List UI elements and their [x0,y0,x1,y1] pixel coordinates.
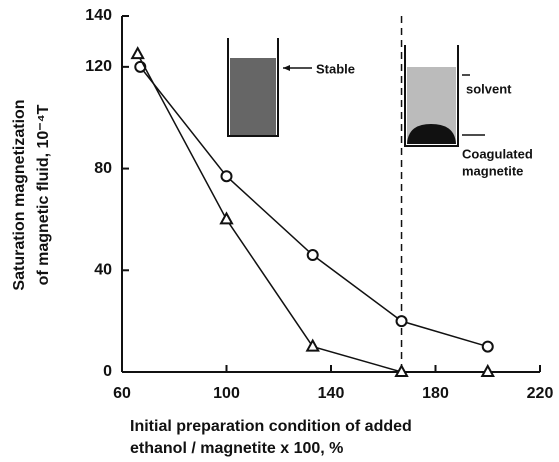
x-tick-label: 180 [422,385,449,402]
point [305,338,320,352]
sediment [407,124,456,144]
y-tick-label: 120 [85,58,112,75]
point [394,363,409,377]
point [219,211,234,225]
point [481,340,494,353]
x-axis-label: ethanol / magnetite x 100, % [130,440,343,457]
inset-stable: Stable [227,38,355,137]
x-tick-label: 140 [318,385,345,402]
point [220,170,233,183]
arrow-head [283,65,290,71]
annotation: Coagulated [462,146,533,161]
point [130,46,145,60]
y-tick-label: 80 [94,160,112,177]
x-tick-label: 60 [113,385,131,402]
inset-coagulated: solvent Coagulated magnetite [404,45,533,178]
x-tick-label: 100 [213,385,240,402]
beaker [227,38,279,137]
y-tick-label: 0 [103,363,112,380]
beaker [404,45,459,147]
x-axis-label: Initial preparation condition of added [130,418,412,435]
point [306,249,319,262]
annotation: magnetite [462,163,523,178]
point [480,363,495,377]
fluid [230,58,276,135]
annotation: Stable [316,61,355,76]
y-tick-label: 40 [94,262,112,279]
y-axis-label: Saturation magnetization [11,99,28,290]
annotation: solvent [466,81,512,96]
y-axis-label: of magnetic fluid, 10⁻⁴T [35,104,52,285]
point [395,315,408,328]
y-tick-label: 140 [85,7,112,24]
x-tick-label: 220 [527,385,554,402]
